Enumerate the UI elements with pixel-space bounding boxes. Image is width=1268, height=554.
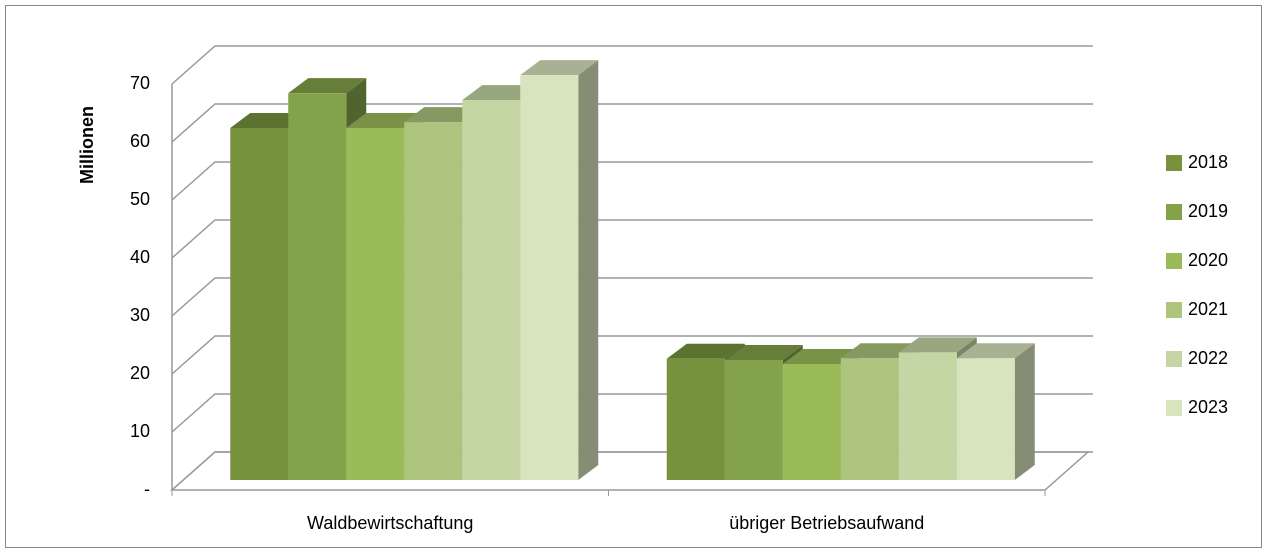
legend-label: 2022 bbox=[1188, 348, 1228, 368]
y-tick-label: 30 bbox=[130, 305, 150, 325]
bar-top bbox=[956, 343, 1035, 359]
chart-border bbox=[5, 5, 1262, 548]
bar bbox=[956, 358, 1015, 480]
bar bbox=[782, 364, 841, 480]
legend-label: 2023 bbox=[1188, 397, 1228, 417]
grid-line bbox=[171, 219, 1093, 259]
y-axis-label: Millionen bbox=[77, 106, 97, 184]
legend-swatch bbox=[1166, 400, 1182, 416]
y-tick-label: 60 bbox=[130, 131, 150, 151]
legend-label: 2021 bbox=[1188, 299, 1228, 319]
grid-line bbox=[171, 277, 1093, 317]
legend-swatch bbox=[1166, 302, 1182, 318]
bar bbox=[898, 352, 957, 480]
legend-swatch bbox=[1166, 155, 1182, 171]
bar bbox=[346, 127, 405, 480]
grid-line bbox=[171, 103, 1093, 143]
legend-swatch bbox=[1166, 204, 1182, 220]
bar bbox=[288, 93, 347, 480]
y-tick-label: 40 bbox=[130, 247, 150, 267]
bar-side bbox=[1014, 343, 1035, 480]
grid-line bbox=[171, 335, 1093, 375]
x-tick-label: übriger Betriebsaufwand bbox=[729, 513, 924, 533]
y-tick-label: - bbox=[144, 479, 150, 499]
grid-line bbox=[171, 45, 1093, 85]
legend-swatch bbox=[1166, 351, 1182, 367]
y-tick-label: 70 bbox=[130, 73, 150, 93]
legend-label: 2019 bbox=[1188, 201, 1228, 221]
x-tick-label: Waldbewirtschaftung bbox=[307, 513, 473, 533]
bar-top bbox=[898, 337, 977, 353]
bar-top bbox=[288, 78, 367, 94]
bar bbox=[462, 100, 521, 480]
bar-side bbox=[578, 60, 599, 480]
bar bbox=[404, 122, 463, 480]
grid-line bbox=[171, 161, 1093, 201]
bar bbox=[724, 359, 783, 480]
y-tick-label: 50 bbox=[130, 189, 150, 209]
bar bbox=[230, 127, 289, 480]
legend-label: 2018 bbox=[1188, 152, 1228, 172]
y-tick-label: 20 bbox=[130, 363, 150, 383]
bar-top bbox=[520, 60, 599, 76]
bar bbox=[520, 75, 579, 480]
legend-label: 2020 bbox=[1188, 250, 1228, 270]
y-tick-label: 10 bbox=[130, 421, 150, 441]
legend-swatch bbox=[1166, 253, 1182, 269]
bar-top bbox=[666, 343, 745, 359]
bar-top bbox=[724, 344, 803, 360]
bar bbox=[840, 358, 899, 480]
bar bbox=[666, 358, 725, 480]
